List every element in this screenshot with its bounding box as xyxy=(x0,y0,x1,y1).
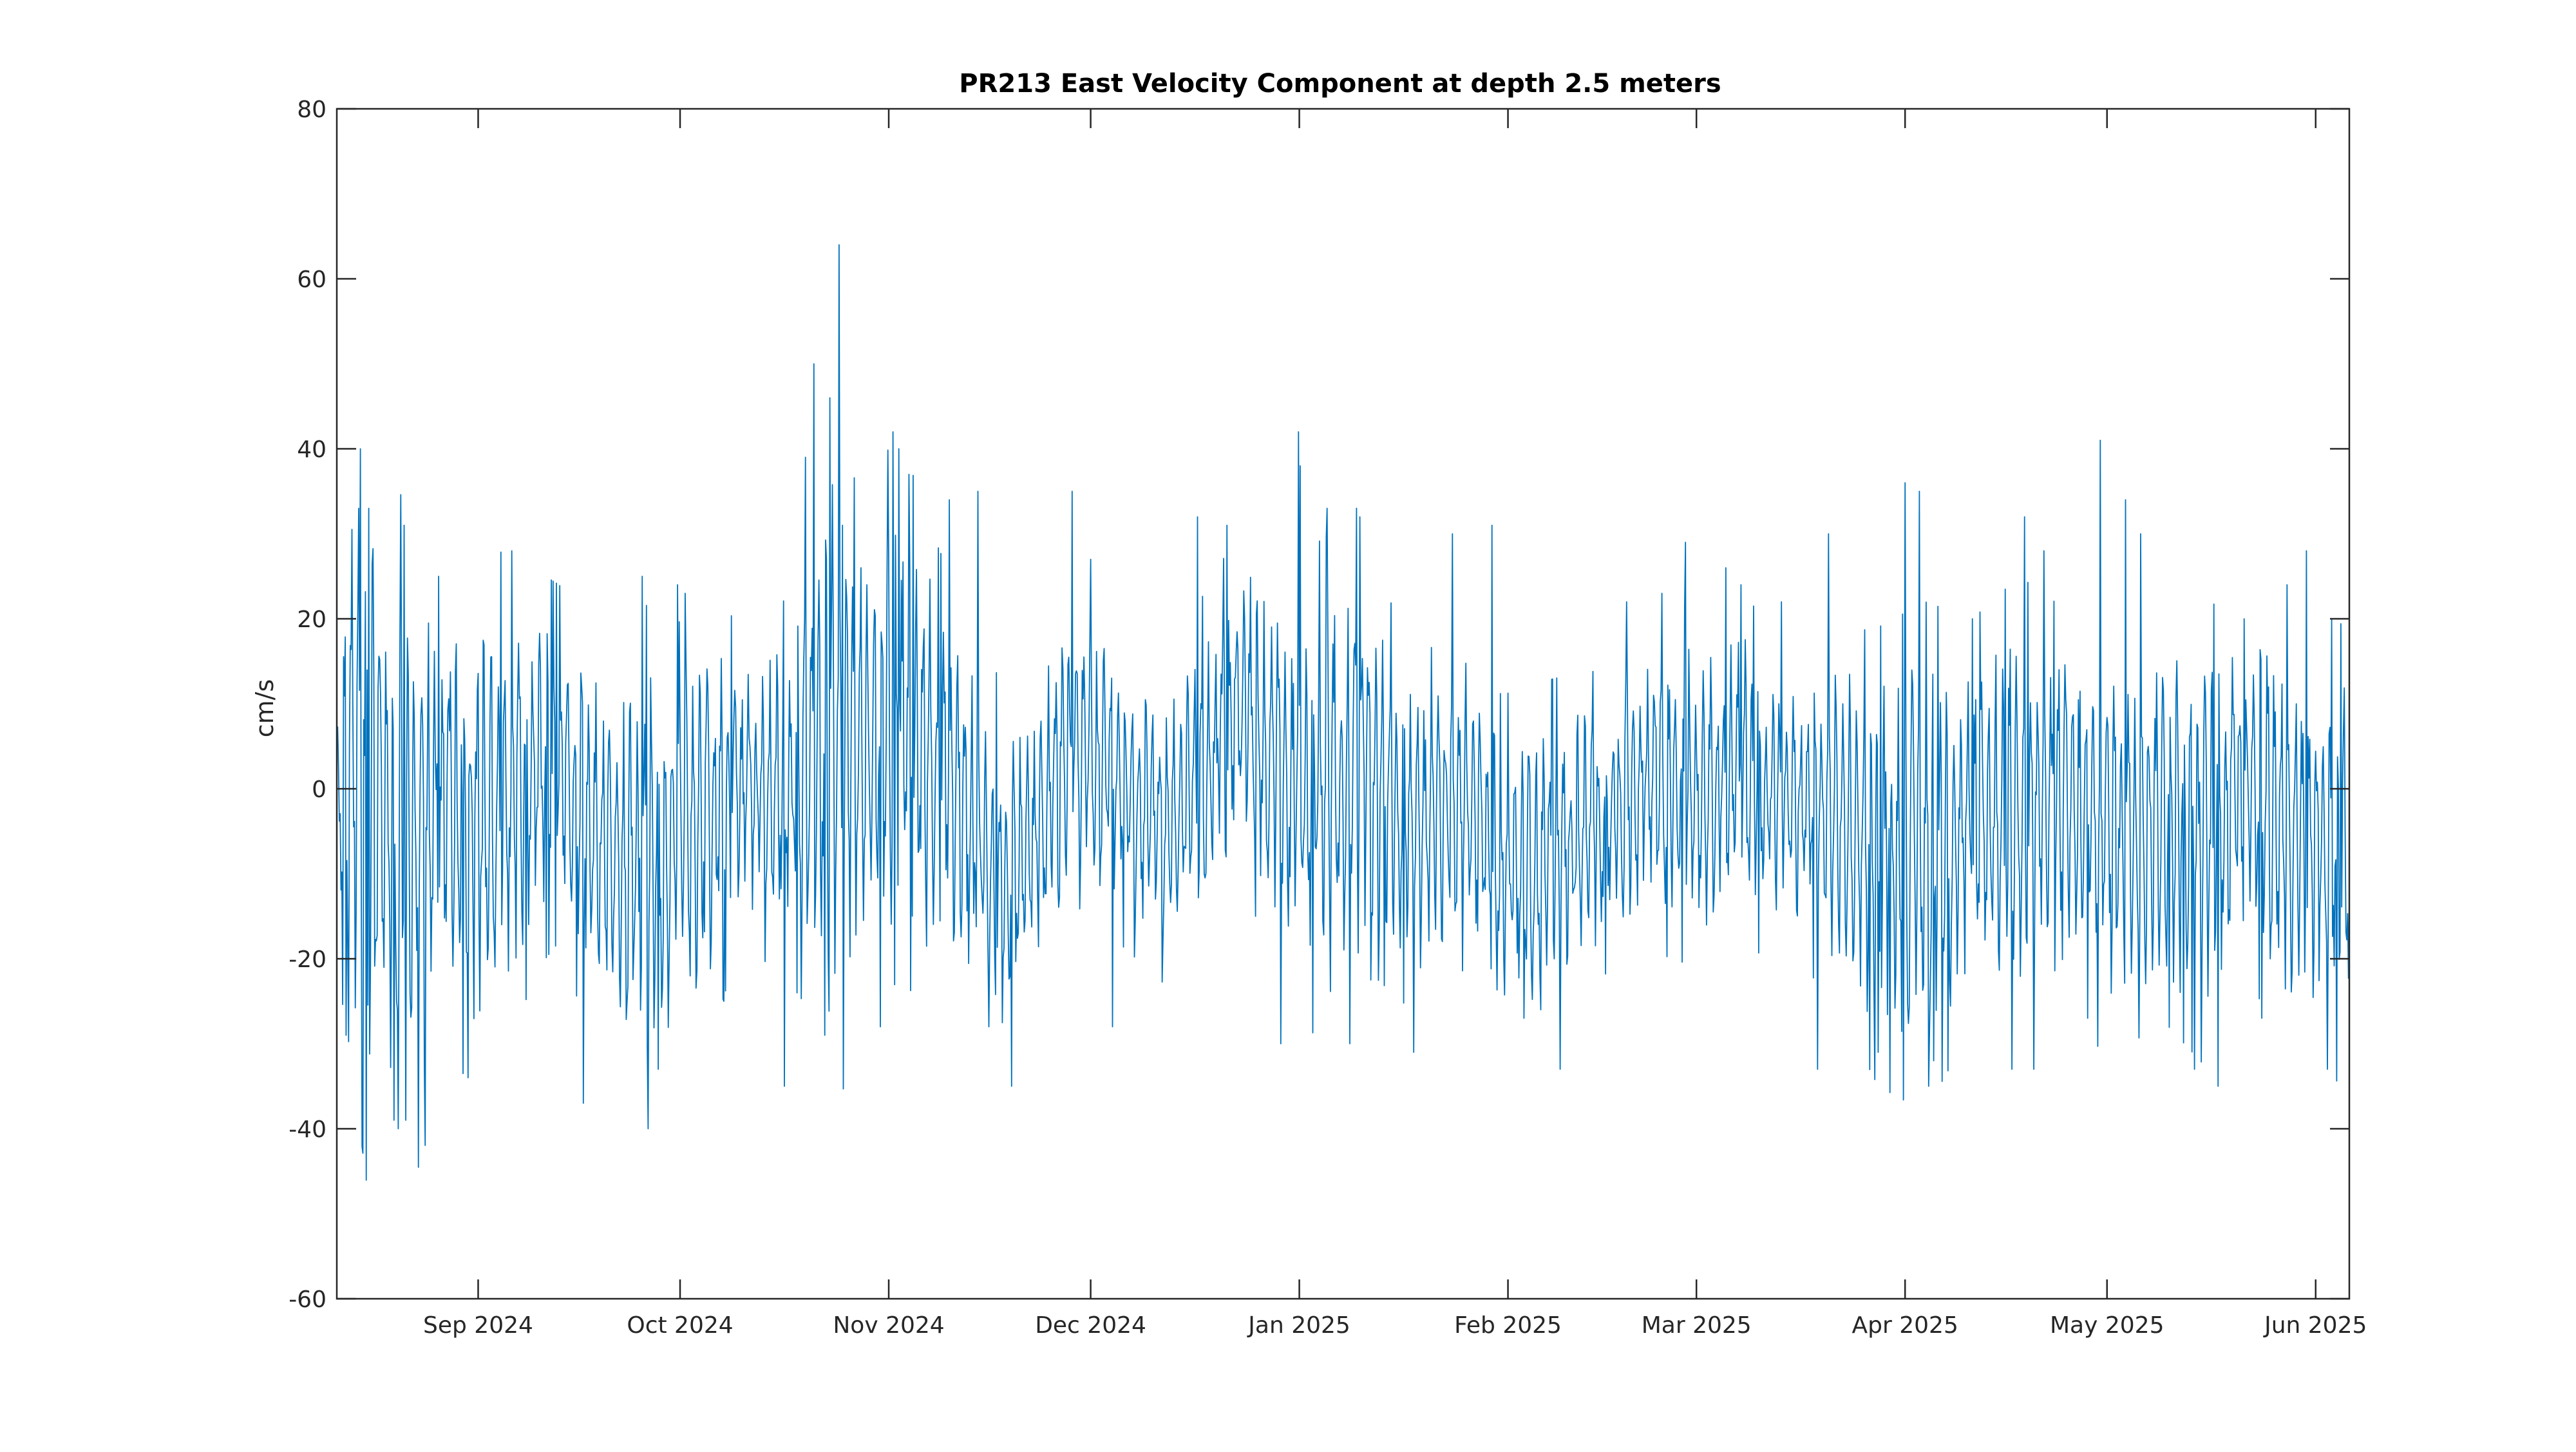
x-tick-label: Apr 2025 xyxy=(1852,1312,1958,1339)
y-tick-label: 20 xyxy=(297,607,327,633)
y-tick-label: -40 xyxy=(289,1117,327,1143)
y-tick-label: 80 xyxy=(297,97,327,123)
ticks-layer: 80 60 40 20 0 -20 -40 -60 Sep 2024 Oct 2024 Nov 20… xyxy=(289,97,2367,1339)
y-tick-label: 0 xyxy=(312,777,327,803)
y-tick-label: 60 xyxy=(297,267,327,293)
x-tick-label: Jun 2025 xyxy=(2263,1312,2367,1339)
x-tick-label: Jan 2025 xyxy=(1247,1312,1350,1339)
x-tick-label: Dec 2024 xyxy=(1035,1312,1146,1339)
x-tick-label: Sep 2024 xyxy=(423,1312,533,1339)
y-tick-label: -60 xyxy=(289,1287,327,1313)
x-tick-label: Mar 2025 xyxy=(1642,1312,1752,1339)
chart-title: PR213 East Velocity Component at depth 2… xyxy=(959,69,1721,99)
y-tick-label: -20 xyxy=(289,947,327,973)
x-tick-label: Oct 2024 xyxy=(627,1312,733,1339)
series-line xyxy=(336,244,2350,1181)
x-tick-label: Feb 2025 xyxy=(1454,1312,1562,1339)
y-tick-label: 40 xyxy=(297,437,327,463)
series-layer xyxy=(336,244,2350,1181)
axes-box xyxy=(336,108,2351,1300)
x-tick-label: Nov 2024 xyxy=(833,1312,944,1339)
y-axis-label: cm/s xyxy=(251,679,279,738)
x-tick-label: May 2025 xyxy=(2050,1312,2164,1339)
